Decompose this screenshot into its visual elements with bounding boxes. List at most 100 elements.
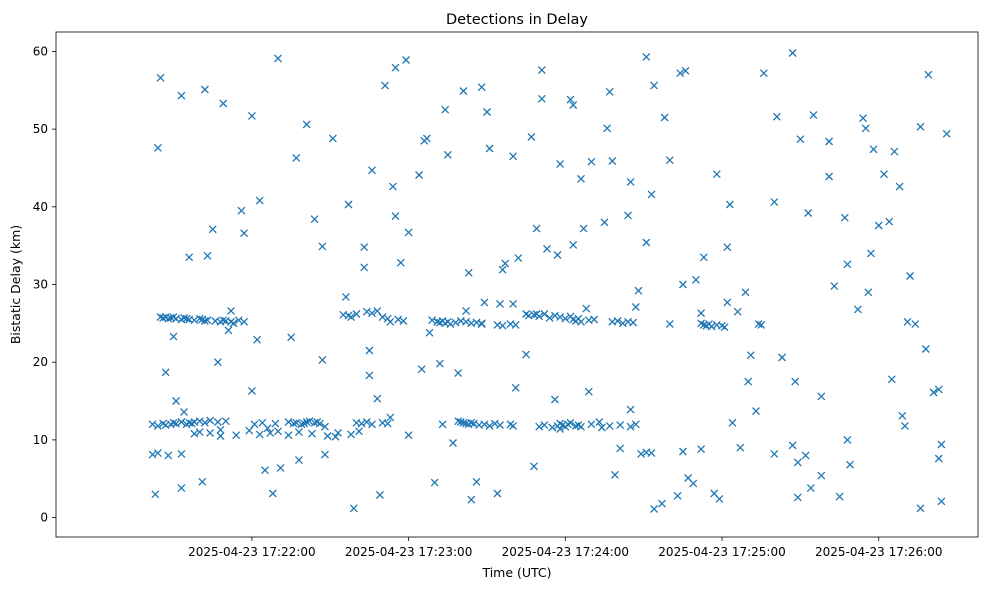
- data-point: [817, 471, 826, 480]
- data-point: [198, 477, 207, 486]
- data-point: [284, 418, 293, 426]
- data-point: [169, 418, 178, 427]
- data-point: [206, 416, 215, 425]
- data-point: [381, 81, 390, 90]
- data-point: [548, 423, 557, 432]
- data-point: [577, 174, 585, 183]
- data-point: [605, 421, 614, 430]
- data-point: [791, 377, 800, 386]
- data-point: [556, 425, 565, 433]
- data-point: [169, 332, 178, 341]
- data-point: [404, 228, 413, 237]
- data-point: [148, 420, 157, 429]
- data-point: [297, 420, 306, 429]
- data-point: [770, 198, 779, 207]
- data-point: [733, 307, 742, 316]
- data-point: [681, 66, 690, 75]
- data-point: [430, 478, 439, 487]
- data-point: [451, 318, 460, 327]
- data-point: [540, 310, 549, 318]
- data-point: [650, 81, 659, 90]
- data-point: [595, 418, 604, 426]
- data-point: [318, 242, 327, 251]
- data-point: [456, 418, 465, 426]
- data-point: [817, 392, 826, 401]
- data-point: [164, 314, 173, 323]
- data-point: [569, 101, 578, 109]
- data-points: [148, 49, 951, 513]
- data-point: [360, 243, 369, 252]
- data-point: [373, 394, 382, 403]
- data-point: [900, 421, 909, 430]
- data-point: [240, 317, 249, 326]
- data-point: [388, 182, 397, 191]
- data-point: [425, 328, 434, 337]
- data-point: [514, 254, 523, 263]
- data-point: [509, 152, 518, 161]
- data-point: [200, 418, 209, 427]
- data-point: [480, 298, 489, 307]
- data-point: [417, 365, 426, 374]
- data-point: [684, 474, 693, 482]
- data-point: [556, 160, 565, 169]
- data-point: [391, 212, 400, 221]
- data-point: [903, 317, 912, 326]
- data-point: [600, 218, 609, 227]
- data-point: [725, 200, 734, 209]
- data-point: [399, 317, 408, 325]
- data-point: [846, 460, 854, 469]
- data-point: [294, 456, 303, 465]
- data-point: [153, 421, 162, 430]
- data-point: [276, 463, 285, 472]
- data-point: [391, 63, 400, 72]
- data-point: [566, 95, 575, 104]
- data-point: [177, 91, 186, 100]
- data-point: [323, 432, 332, 440]
- data-point: [402, 56, 410, 64]
- data-point: [744, 377, 753, 386]
- data-point: [634, 286, 643, 295]
- data-point: [190, 429, 199, 438]
- data-point: [741, 288, 750, 297]
- data-point: [459, 87, 468, 95]
- data-point: [587, 420, 596, 429]
- data-point: [647, 449, 656, 458]
- data-point: [274, 427, 282, 436]
- data-point: [485, 144, 494, 153]
- data-point: [263, 424, 272, 433]
- data-point: [208, 225, 217, 234]
- data-point: [853, 305, 862, 314]
- data-point: [247, 111, 256, 120]
- data-point: [386, 317, 395, 326]
- x-tick-label: 2025-04-23 17:22:00: [188, 545, 315, 559]
- data-point: [527, 132, 536, 141]
- y-tick-label: 0: [40, 511, 48, 525]
- data-point: [712, 170, 721, 179]
- data-point: [616, 444, 625, 453]
- data-point: [752, 407, 760, 416]
- data-point: [665, 320, 674, 329]
- data-point: [195, 417, 204, 426]
- data-point: [569, 240, 578, 249]
- data-point: [321, 450, 329, 459]
- data-point: [537, 66, 546, 75]
- data-point: [308, 429, 316, 438]
- data-point: [247, 386, 256, 395]
- data-point: [793, 493, 802, 502]
- data-point: [613, 317, 622, 325]
- data-point: [934, 454, 943, 463]
- data-point: [511, 383, 520, 392]
- data-point: [697, 445, 706, 454]
- data-point: [216, 432, 225, 440]
- data-point: [177, 484, 186, 493]
- data-point: [454, 369, 463, 378]
- data-point: [754, 320, 763, 329]
- data-point: [462, 317, 471, 326]
- data-point: [843, 260, 852, 269]
- data-point: [637, 449, 646, 458]
- data-point: [177, 418, 186, 426]
- y-axis: 0 10 20 30 40 50 60: [33, 44, 56, 525]
- data-point: [530, 462, 538, 471]
- data-point: [253, 335, 262, 344]
